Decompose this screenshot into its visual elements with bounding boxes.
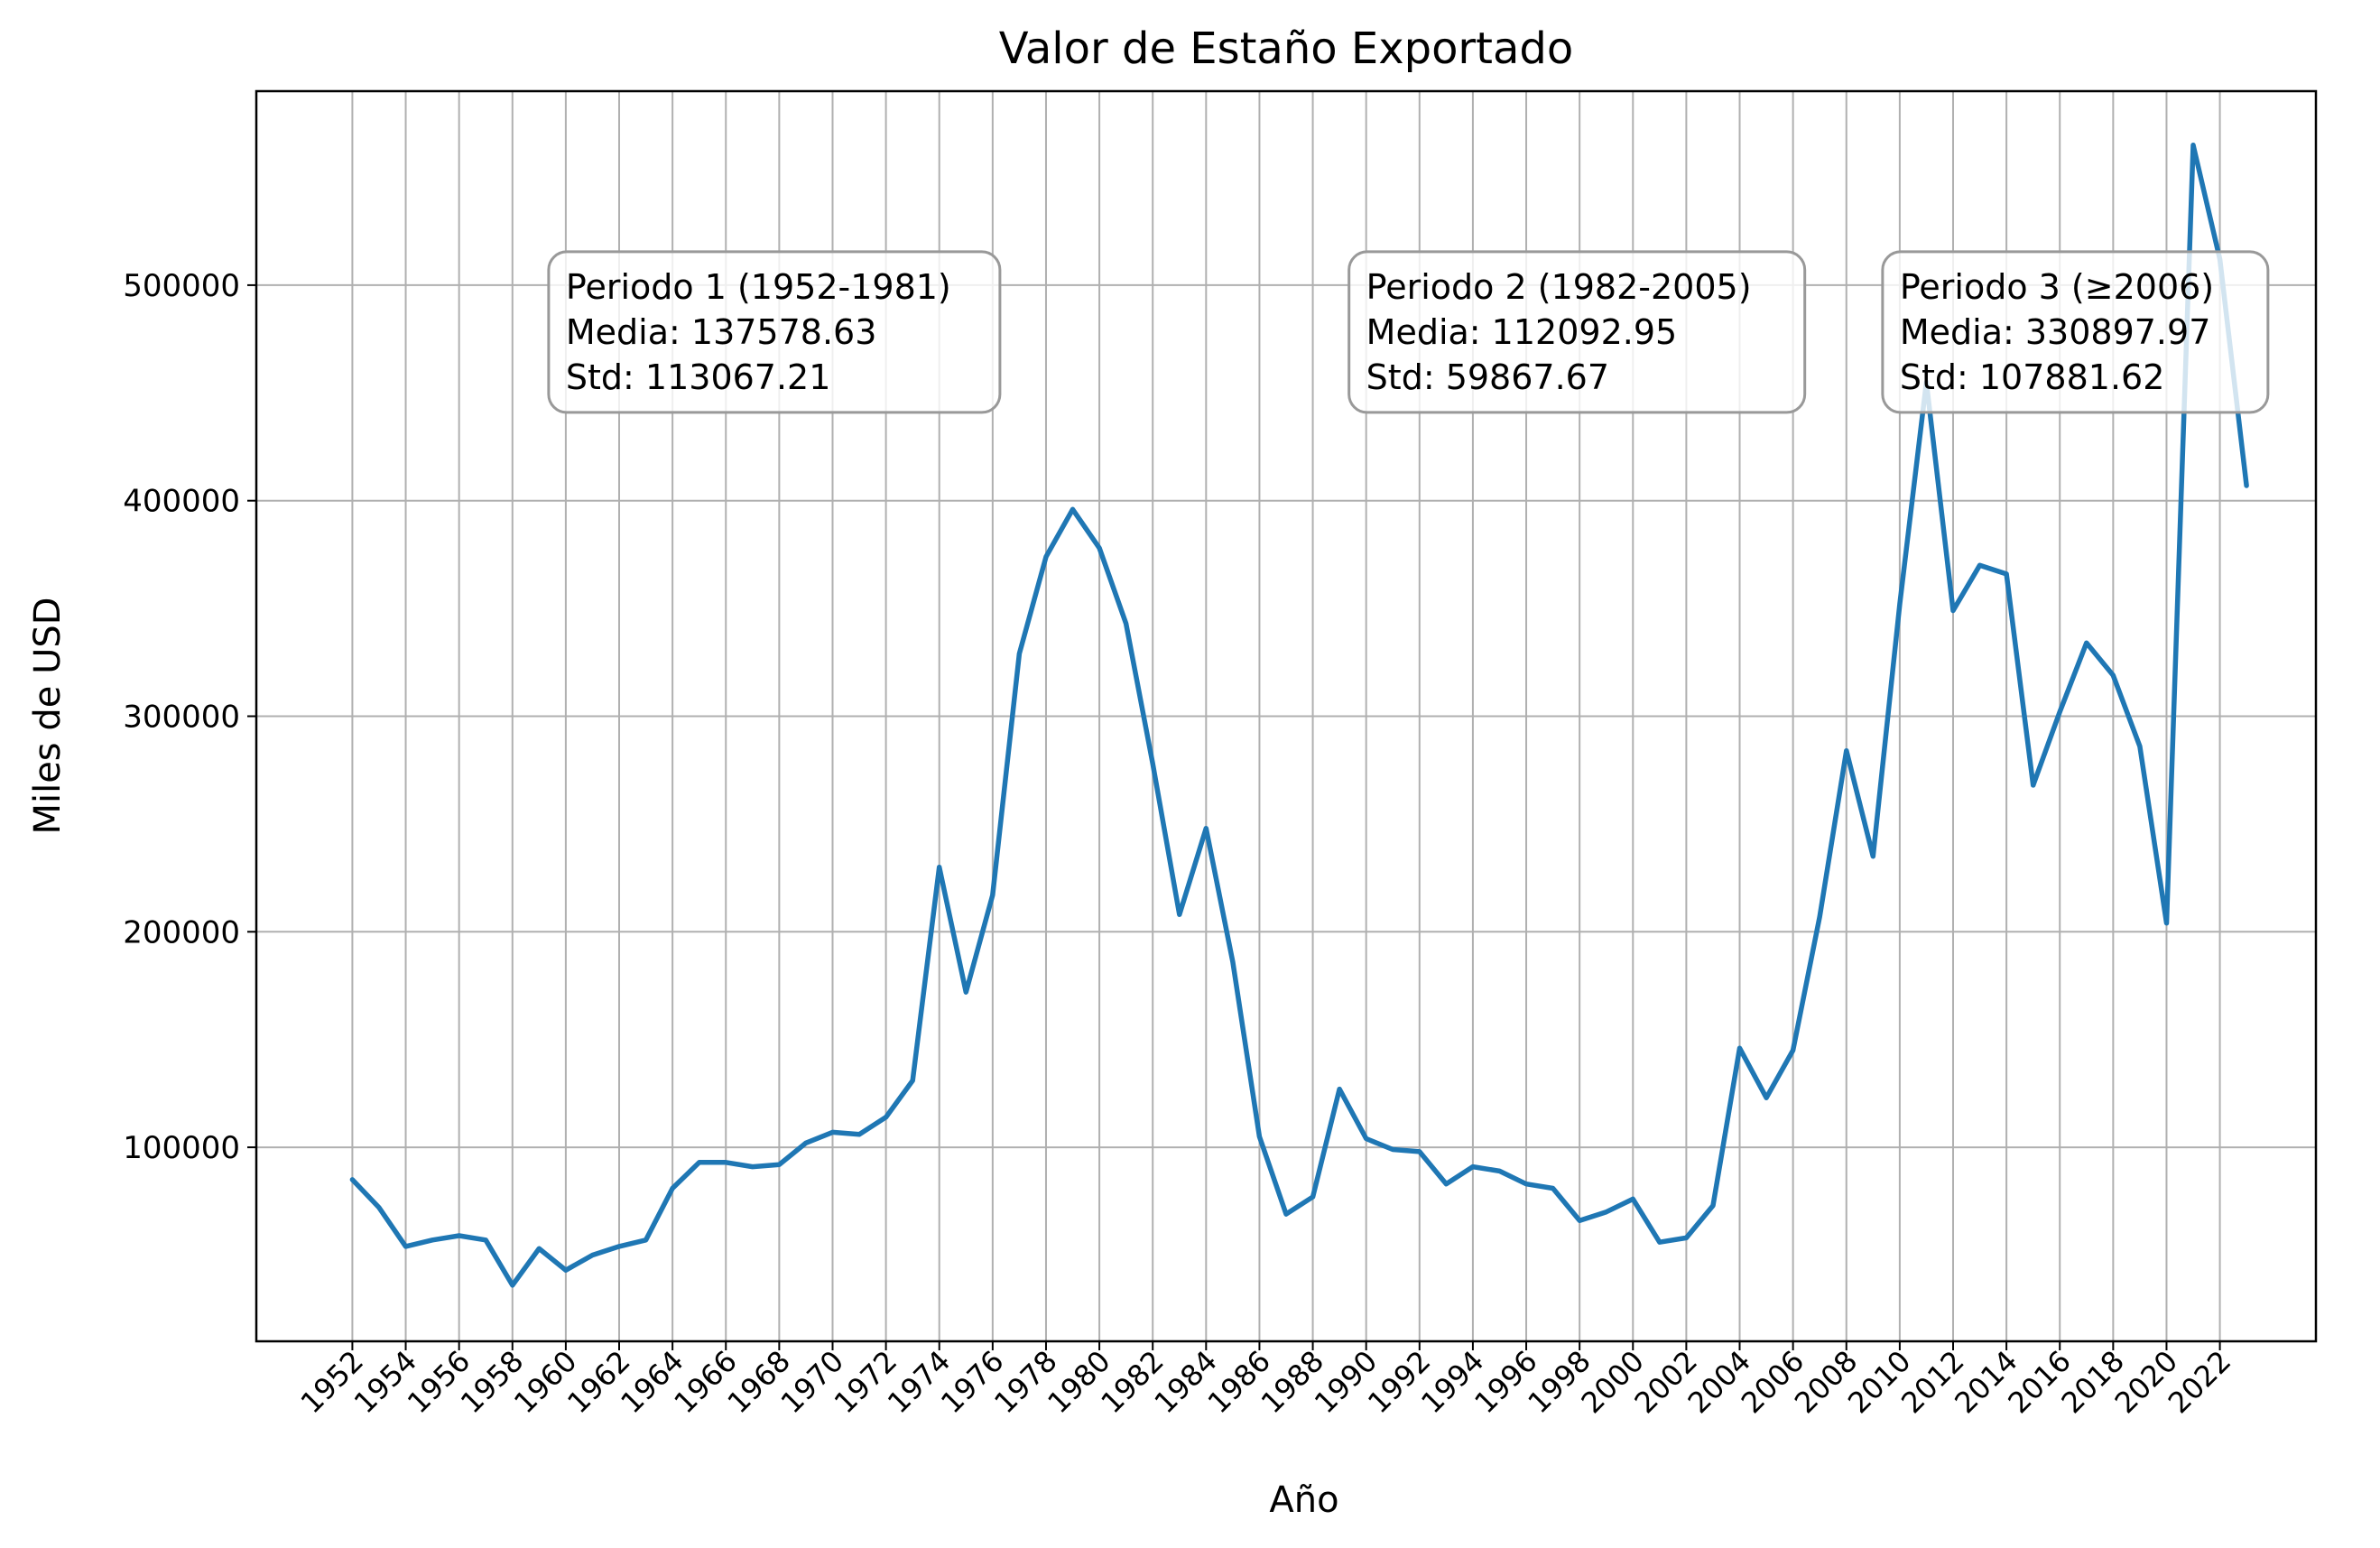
x-tick-label: 2022 [2162, 1344, 2237, 1420]
annotations: Periodo 1 (1952-1981) Media: 137578.63 Std… [547, 250, 2270, 414]
x-tick-label: 1958 [454, 1344, 530, 1420]
period-annotation: Periodo 3 (≥2006) Media: 330897.97 Std: 10… [1881, 250, 2270, 414]
period-annotation: Periodo 2 (1982-2005) Media: 112092.95 Std… [1347, 250, 1807, 414]
x-tick-label: 2000 [1574, 1344, 1650, 1420]
series-line [349, 142, 2249, 1288]
x-tick-label: 1982 [1094, 1344, 1170, 1420]
x-tick-label: 1952 [294, 1344, 370, 1420]
y-tick-label: 200000 [123, 914, 240, 950]
x-tick-label: 1988 [1255, 1344, 1330, 1420]
x-tick-label: 1976 [934, 1344, 1010, 1420]
x-tick-label: 1962 [560, 1344, 636, 1420]
x-tick-label: 1956 [401, 1344, 477, 1420]
annotation-box [1347, 250, 1807, 414]
annotation-text: Media: 137578.63 [566, 312, 877, 352]
y-tick-label: 300000 [123, 700, 240, 736]
x-tick-label: 1966 [667, 1344, 743, 1420]
x-tick-label: 2018 [2055, 1344, 2131, 1420]
series-layer [349, 142, 2249, 1288]
chart-title: Valor de Estaño Exportado [999, 23, 1573, 74]
x-axis-label: Año [1269, 1479, 1338, 1521]
x-tick-label: 1984 [1148, 1344, 1224, 1420]
y-tick-label: 100000 [123, 1130, 240, 1166]
x-tick-label: 2014 [1948, 1344, 2023, 1420]
x-tick-label: 1968 [721, 1344, 797, 1420]
y-axis-label: Miles de USD [27, 597, 69, 834]
x-tick-label: 1974 [881, 1344, 957, 1420]
x-tick-label: 1996 [1468, 1344, 1543, 1420]
annotation-text: Std: 107881.62 [1900, 357, 2165, 397]
annotation-text: Std: 113067.21 [566, 357, 831, 397]
x-tick-label: 2006 [1735, 1344, 1810, 1420]
x-tick-label: 1990 [1308, 1344, 1384, 1420]
x-tick-label: 2012 [1894, 1344, 1970, 1420]
y-tick-label: 500000 [123, 268, 240, 304]
annotation-text: Std: 59867.67 [1366, 357, 1609, 397]
x-tick-label: 1980 [1041, 1344, 1116, 1420]
y-tick-label: 400000 [123, 484, 240, 520]
x-tick-label: 1960 [507, 1344, 583, 1420]
x-tick-label: 1954 [347, 1344, 423, 1420]
annotation-box [547, 250, 1002, 414]
x-tick-label: 1970 [774, 1344, 850, 1420]
annotation-box [1881, 250, 2270, 414]
x-tick-label: 1986 [1201, 1344, 1277, 1420]
annotation-text: Periodo 1 (1952-1981) [566, 267, 951, 307]
x-tick-label: 2016 [2001, 1344, 2077, 1420]
x-tick-label: 2008 [1788, 1344, 1864, 1420]
x-tick-label: 1992 [1361, 1344, 1437, 1420]
annotation-text: Periodo 2 (1982-2005) [1366, 267, 1752, 307]
x-tick-label: 2020 [2108, 1344, 2184, 1420]
x-tick-label: 1964 [614, 1344, 690, 1420]
x-tick-label: 1994 [1414, 1344, 1490, 1420]
x-tick-label: 2002 [1628, 1344, 1704, 1420]
annotation-text: Periodo 3 (≥2006) [1900, 267, 2214, 307]
x-tick-label: 1998 [1521, 1344, 1597, 1420]
x-tick-label: 1978 [987, 1344, 1063, 1420]
x-tick-label: 2004 [1681, 1344, 1757, 1420]
annotation-text: Media: 112092.95 [1366, 312, 1678, 352]
annotation-text: Media: 330897.97 [1900, 312, 2211, 352]
x-tick-label: 1972 [828, 1344, 903, 1420]
period-annotation: Periodo 1 (1952-1981) Media: 137578.63 Std… [547, 250, 1002, 414]
x-tick-label: 2010 [1841, 1344, 1917, 1420]
